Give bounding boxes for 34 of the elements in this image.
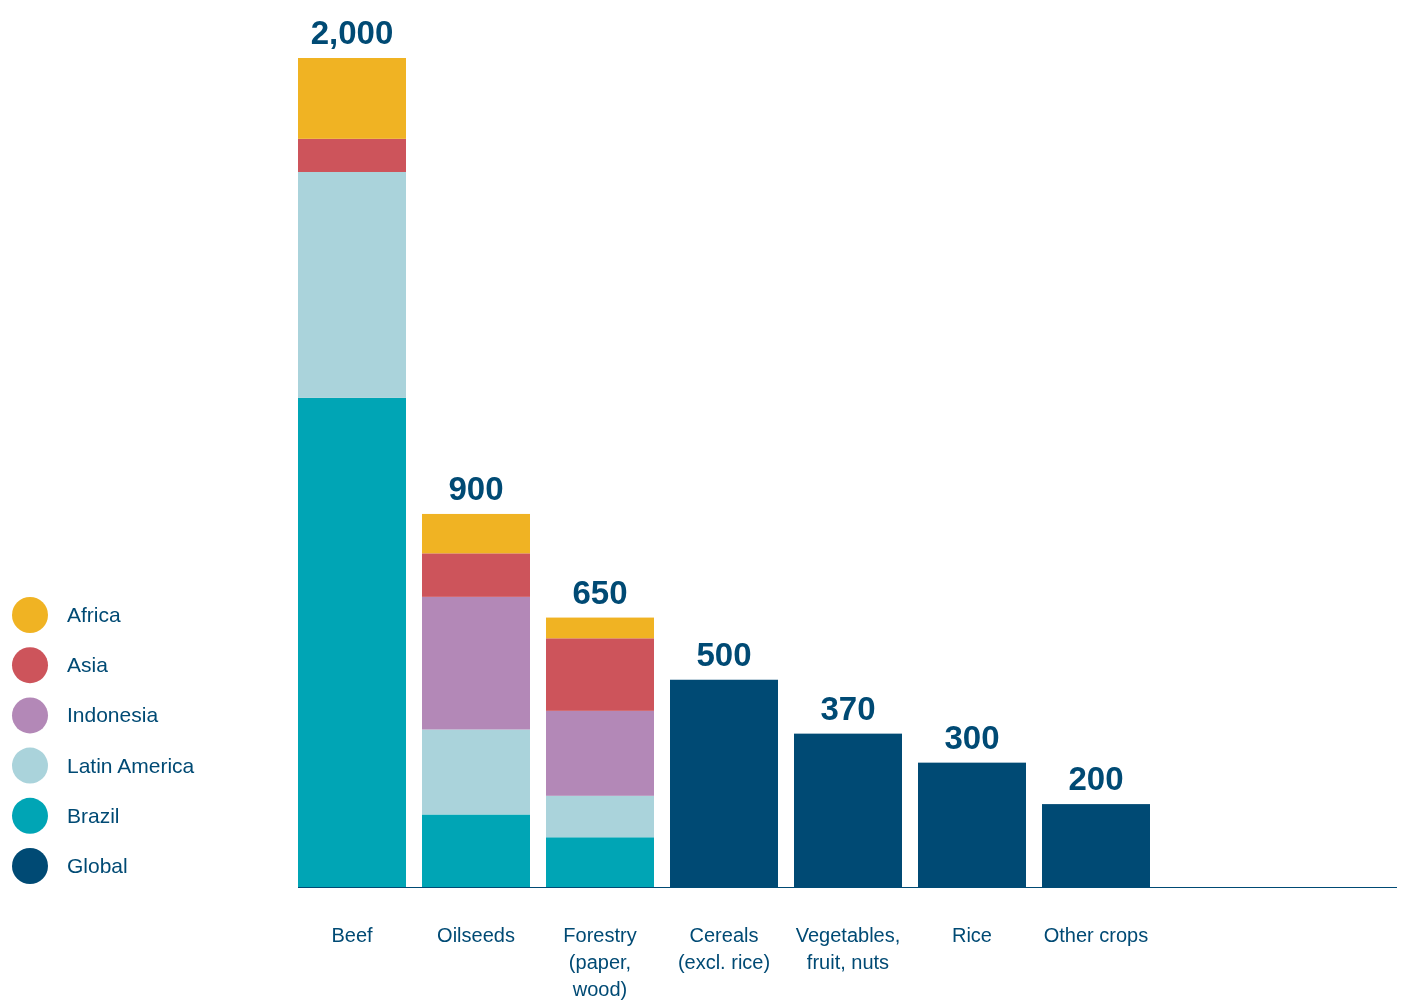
- x-tick-label: Vegetables, fruit, nuts: [795, 924, 901, 973]
- bar: [422, 814, 530, 887]
- total-label: 650: [572, 573, 628, 611]
- bar: [298, 138, 406, 172]
- x-tick-label: Other crops: [1043, 924, 1149, 946]
- legend-label: Latin America: [67, 753, 195, 777]
- bar: [298, 171, 406, 398]
- x-tick-label: Rice: [951, 924, 993, 946]
- total-label: 900: [448, 469, 504, 507]
- data-label: 200: [1068, 760, 1124, 798]
- bar: [546, 710, 654, 796]
- data-label: 300: [944, 718, 1000, 756]
- legend-label: Asia: [67, 653, 109, 677]
- x-tick-label: Forestry (paper, wood): [563, 924, 637, 1000]
- bar: [298, 397, 406, 887]
- legend-label: Indonesia: [67, 703, 159, 727]
- x-tick-label: Cereals (excl. rice): [677, 924, 771, 973]
- x-tick-label: Oilseeds: [437, 924, 515, 946]
- bar: [546, 617, 654, 639]
- total-label: 2,000: [310, 14, 394, 51]
- bar: [422, 513, 530, 554]
- data-label: 370: [820, 689, 876, 727]
- x-tick-label: Beef: [331, 924, 374, 946]
- bar: [546, 795, 654, 838]
- bar: [422, 553, 530, 597]
- bar: [298, 58, 406, 139]
- data-label: 500: [696, 635, 752, 673]
- legend-label: Global: [67, 854, 128, 877]
- bar: [422, 729, 530, 815]
- legend-label: Africa: [67, 603, 121, 626]
- bar: [546, 638, 654, 711]
- bar: [422, 596, 530, 730]
- legend-label: Brazil: [67, 803, 120, 827]
- bar: [546, 837, 654, 887]
